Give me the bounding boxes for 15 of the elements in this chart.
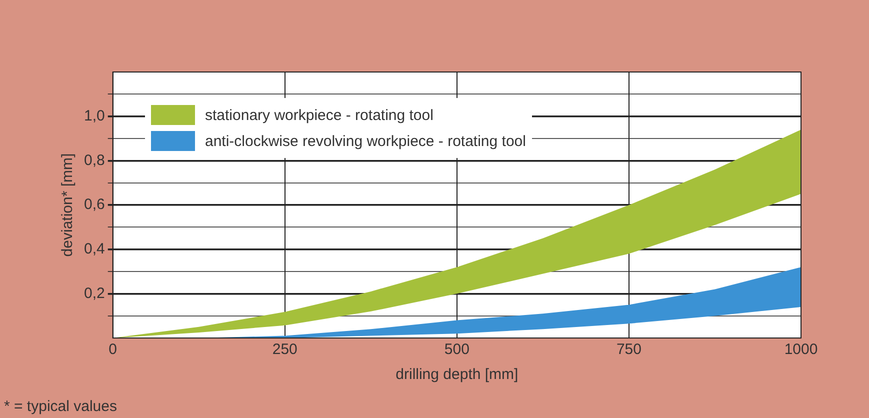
x-tick-label: 0 [108,341,118,358]
y-tick-label: 0,6 [84,196,105,214]
x-axis-title: drilling depth [mm] [396,366,518,384]
y-tick-label: 1,0 [84,107,105,124]
x-tick-label: 750 [616,341,642,358]
y-tick-label: 0,4 [84,240,105,258]
legend-label: stationary workpiece - rotating tool [205,106,434,124]
text: * = typical values [4,398,117,415]
legend-label: anti-clockwise revolving workpiece - rotating tool [205,132,526,150]
y-tick-label: 0,2 [84,284,105,302]
x-tick-label: 1000 [784,341,818,358]
y-tick-label: 0,8 [84,152,105,169]
x-tick-label: 500 [444,341,470,358]
x-tick-label: 250 [272,341,298,358]
y-axis-title: deviation* [mm] [59,153,76,257]
